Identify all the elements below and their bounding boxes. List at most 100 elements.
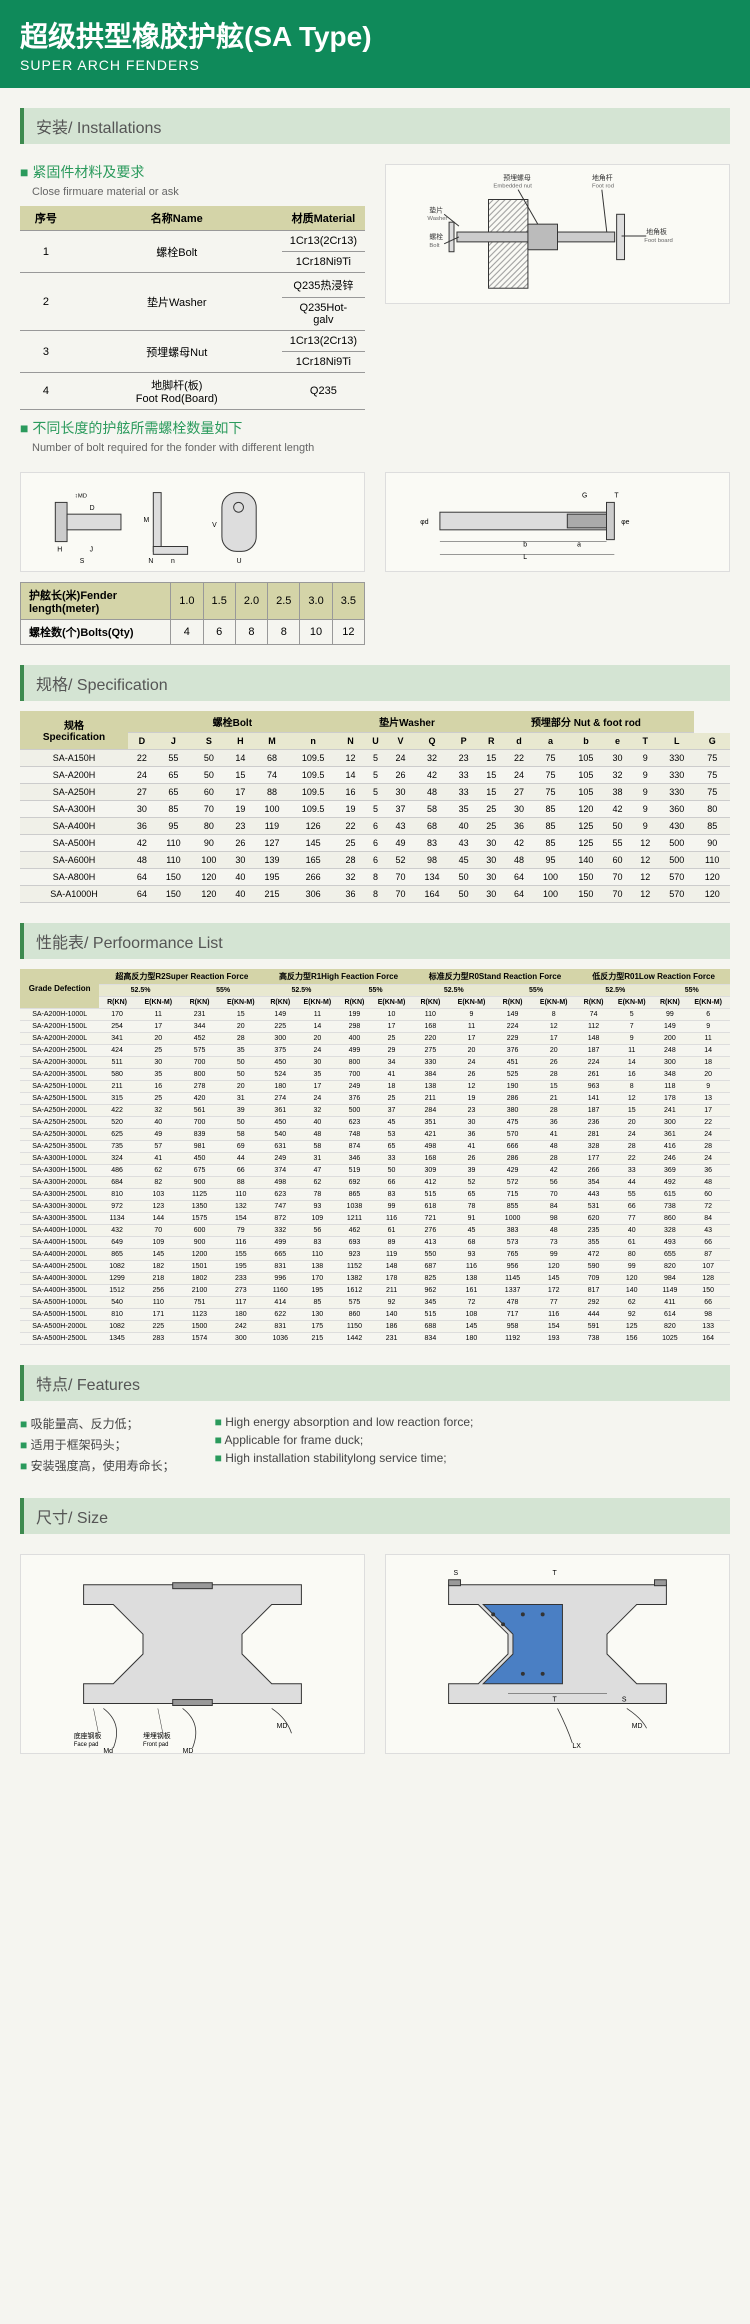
feature-item: High energy absorption and low reaction … bbox=[215, 1415, 474, 1429]
svg-text:T: T bbox=[553, 1570, 558, 1577]
mat-header: 名称Name bbox=[72, 206, 282, 231]
perf-row: SA-A300H-3500L11341441575154872109121111… bbox=[20, 1213, 730, 1225]
perf-row: SA-A250H-1500L31525420312742437625211192… bbox=[20, 1093, 730, 1105]
svg-text:Embedded nut: Embedded nut bbox=[493, 184, 532, 190]
svg-text:S: S bbox=[622, 1697, 627, 1704]
install-bullet-1: 紧固件材料及要求 bbox=[20, 162, 365, 182]
svg-text:V: V bbox=[212, 522, 217, 529]
perf-row: SA-A200H-3500L58035800505243570041384265… bbox=[20, 1069, 730, 1081]
svg-text:底座钢板: 底座钢板 bbox=[74, 1731, 102, 1740]
svg-text:D: D bbox=[90, 505, 95, 512]
svg-text:MD: MD bbox=[183, 1748, 194, 1753]
mat-row: 1螺栓Bolt1Cr13(2Cr13) bbox=[20, 231, 365, 252]
svg-text:n: n bbox=[171, 558, 175, 565]
svg-text:M: M bbox=[144, 517, 150, 524]
header-banner: 超级拱型橡胶护舷(SA Type) SUPER ARCH FENDERS bbox=[0, 0, 750, 88]
section-size: 尺寸/ Size bbox=[20, 1498, 730, 1534]
size-diagram-1: 底座钢板 Face pad 埋埋钢板 Front pad MD Md MD bbox=[20, 1554, 365, 1754]
svg-text:φe: φe bbox=[621, 519, 629, 526]
materials-table: 序号名称Name材质Material 1螺栓Bolt1Cr13(2Cr13)1C… bbox=[20, 206, 365, 410]
perf-table: Grade Defection超高反力型R2Super Reaction For… bbox=[20, 969, 730, 1345]
spec-row: SA-A300H30857019100109.51953758352530851… bbox=[20, 801, 730, 818]
svg-text:L: L bbox=[523, 554, 527, 561]
perf-row: SA-A300H-2000L68482900884986269266412525… bbox=[20, 1177, 730, 1189]
mat-row: 2垫片WasherQ235热浸锌 bbox=[20, 273, 365, 298]
perf-row: SA-A250H-3000L62549839585404874853421365… bbox=[20, 1129, 730, 1141]
perf-row: SA-A300H-2500L81010311251106237886583515… bbox=[20, 1189, 730, 1201]
svg-text:螺栓: 螺栓 bbox=[429, 232, 443, 241]
svg-text:↕MD: ↕MD bbox=[75, 494, 87, 500]
spec-row: SA-A500H42110902612714525649834330428512… bbox=[20, 835, 730, 852]
svg-text:H: H bbox=[57, 546, 62, 553]
svg-text:J: J bbox=[90, 546, 93, 553]
perf-row: SA-A400H-1500L64910990011649983693894136… bbox=[20, 1237, 730, 1249]
perf-row: SA-A400H-2500L10821821501195831138115214… bbox=[20, 1261, 730, 1273]
perf-row: SA-A300H-1000L32441450442493134633168262… bbox=[20, 1153, 730, 1165]
spec-row: SA-A1000H6415012040215306368701645030641… bbox=[20, 886, 730, 903]
svg-text:Face pad: Face pad bbox=[74, 1742, 99, 1748]
svg-text:φd: φd bbox=[420, 519, 428, 526]
svg-text:S: S bbox=[454, 1570, 459, 1577]
svg-text:S: S bbox=[80, 558, 85, 565]
perf-row: SA-A250H-2500L52040700504504062345351304… bbox=[20, 1117, 730, 1129]
spec-row: SA-A400H36958023119126226436840253685125… bbox=[20, 818, 730, 835]
perf-row: SA-A500H-1500L81017111231806221308601405… bbox=[20, 1309, 730, 1321]
install-bullet-2: 不同长度的护舷所需螺栓数量如下 bbox=[20, 418, 365, 438]
svg-text:垫片: 垫片 bbox=[429, 205, 443, 214]
perf-row: SA-A500H-2500L13452831574300103621514422… bbox=[20, 1333, 730, 1345]
svg-text:a: a bbox=[577, 542, 581, 549]
spec-row: SA-A800H64150120401952663287013450306410… bbox=[20, 869, 730, 886]
mat-row: 3预埋螺母Nut1Cr13(2Cr13) bbox=[20, 331, 365, 352]
feature-item: 吸能量高、反力低； bbox=[20, 1415, 175, 1432]
perf-row: SA-A250H-3500L73557981696315887465498416… bbox=[20, 1141, 730, 1153]
svg-text:LX: LX bbox=[572, 1743, 581, 1750]
svg-text:Foot rod: Foot rod bbox=[592, 184, 614, 190]
perf-row: SA-A400H-1000L43270600793325646261276453… bbox=[20, 1225, 730, 1237]
title-cn: 超级拱型橡胶护舷(SA Type) bbox=[20, 15, 730, 55]
perf-row: SA-A250H-1000L21116278201801724918138121… bbox=[20, 1081, 730, 1093]
title-en: SUPER ARCH FENDERS bbox=[20, 57, 730, 73]
perf-row: SA-A200H-2500L42425575353752449929275203… bbox=[20, 1045, 730, 1057]
perf-row: SA-A200H-1000L17011231151491119910110914… bbox=[20, 1009, 730, 1021]
svg-text:地角板: 地角板 bbox=[646, 227, 667, 236]
svg-text:Md: Md bbox=[103, 1748, 113, 1753]
spec-row: SA-A150H2255501468109.512524322315227510… bbox=[20, 750, 730, 767]
svg-text:Front pad: Front pad bbox=[143, 1742, 168, 1748]
svg-text:埋埋钢板: 埋埋钢板 bbox=[143, 1731, 171, 1740]
bolts-qty-table: 护舷长(米)Fender length(meter)1.01.52.02.53.… bbox=[20, 582, 365, 645]
svg-text:b: b bbox=[523, 542, 527, 549]
spec-table: 规格 Specification螺栓Bolt垫片Washer预埋部分 Nut &… bbox=[20, 711, 730, 903]
install-bullet-1-sub: Close firmuare material or ask bbox=[32, 186, 365, 198]
perf-row: SA-A200H-2000L34120452283002040025220172… bbox=[20, 1033, 730, 1045]
perf-row: SA-A250H-2000L42232561393613250037284233… bbox=[20, 1105, 730, 1117]
svg-text:T: T bbox=[614, 493, 619, 500]
perf-row: SA-A400H-3000L12992181802233996170138217… bbox=[20, 1273, 730, 1285]
install-bullet-2-sub: Number of bolt required for the fonder w… bbox=[32, 442, 365, 454]
spec-row: SA-A250H2765601788109.516530483315277510… bbox=[20, 784, 730, 801]
feature-item: Applicable for frame duck; bbox=[215, 1433, 474, 1447]
svg-text:地角杆: 地角杆 bbox=[592, 173, 613, 182]
features-list: 吸能量高、反力低；适用于框架码头；安装强度高，使用寿命长； High energ… bbox=[20, 1411, 730, 1478]
perf-row: SA-A300H-1500L48662675663744751950309394… bbox=[20, 1165, 730, 1177]
section-features: 特点/ Features bbox=[20, 1365, 730, 1401]
mat-header: 序号 bbox=[20, 206, 72, 231]
svg-text:Foot board: Foot board bbox=[644, 238, 673, 244]
svg-text:MD: MD bbox=[632, 1723, 643, 1730]
svg-text:Washer: Washer bbox=[427, 216, 447, 222]
svg-text:Bolt: Bolt bbox=[429, 243, 440, 249]
bolt-dimension-diagram: H J D ↕MD S N n M U V bbox=[20, 472, 365, 572]
perf-row: SA-A200H-3000L51130700504503080034330244… bbox=[20, 1057, 730, 1069]
perf-row: SA-A400H-3500L15122562100273116019516122… bbox=[20, 1285, 730, 1297]
feature-item: 适用于框架码头； bbox=[20, 1436, 175, 1453]
spec-row: SA-A600H48110100301391652865298453048951… bbox=[20, 852, 730, 869]
svg-text:MD: MD bbox=[277, 1723, 288, 1730]
spec-row: SA-A200H2465501574109.514526423315247510… bbox=[20, 767, 730, 784]
svg-text:N: N bbox=[148, 558, 153, 565]
perf-row: SA-A500H-1000L54011075111741485575923457… bbox=[20, 1297, 730, 1309]
foot-rod-diagram: φd φe G T b a L bbox=[385, 472, 730, 572]
section-spec: 规格/ Specification bbox=[20, 665, 730, 701]
section-install: 安装/ Installations bbox=[20, 108, 730, 144]
svg-text:G: G bbox=[582, 493, 587, 500]
install-diagram-1: 预埋螺母 Embedded nut 地角杆 Foot rod 垫片 Washer… bbox=[385, 164, 730, 304]
perf-row: SA-A400H-2000L86514512001556651109231195… bbox=[20, 1249, 730, 1261]
